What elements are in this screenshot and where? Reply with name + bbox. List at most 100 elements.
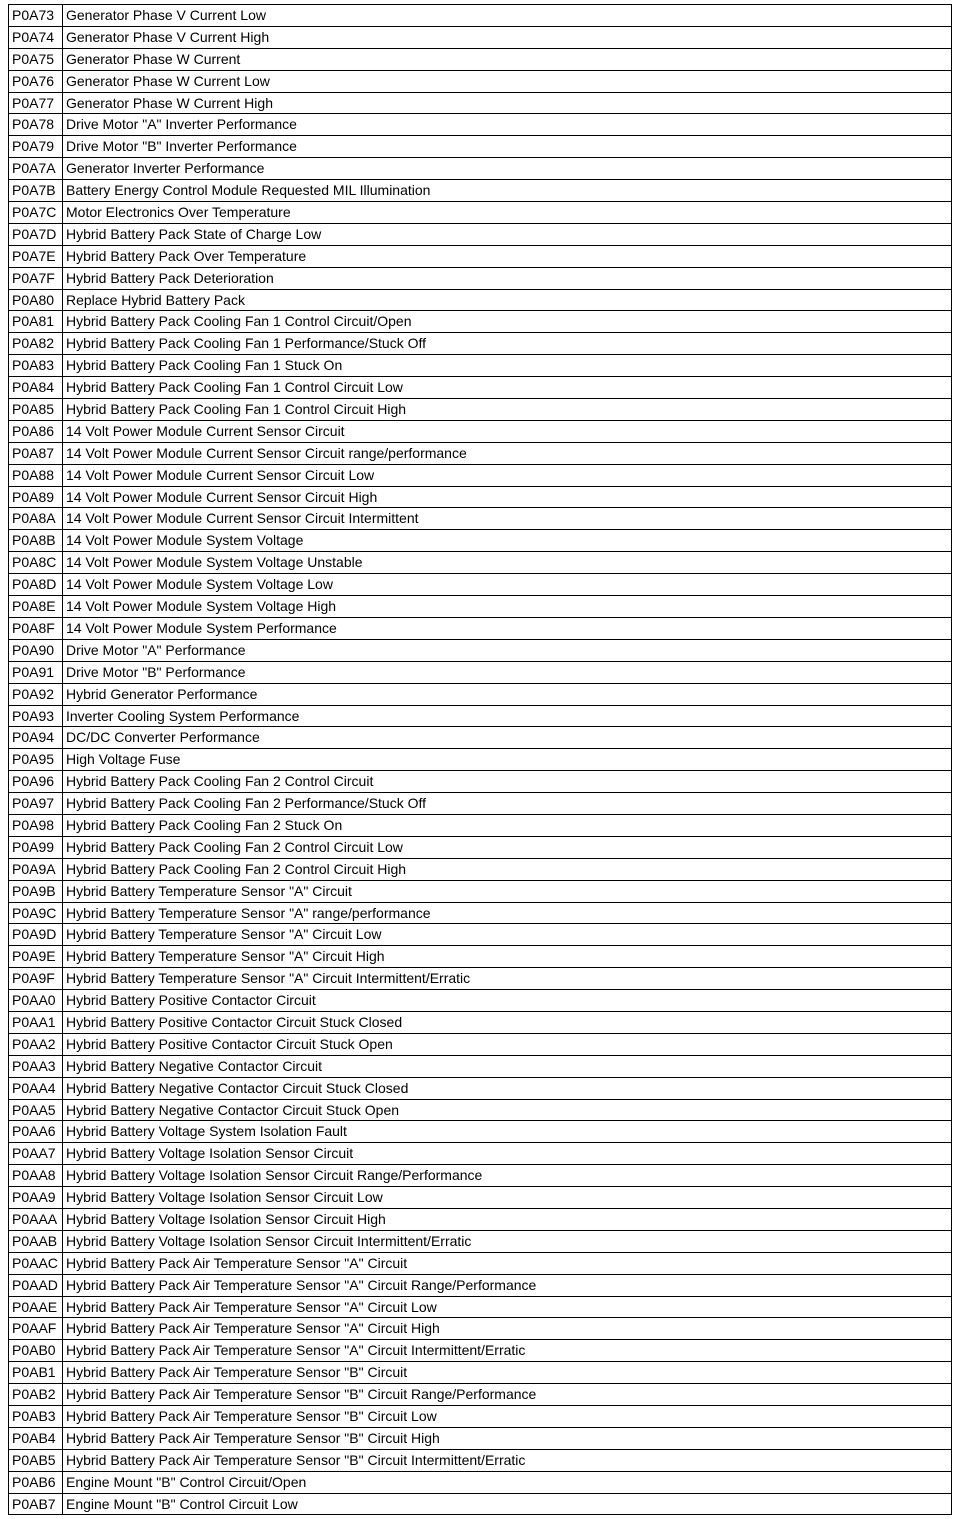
dtc-description: Hybrid Battery Voltage Isolation Sensor …	[63, 1165, 952, 1187]
dtc-description: Hybrid Battery Voltage Isolation Sensor …	[63, 1208, 952, 1230]
dtc-description: Hybrid Battery Voltage Isolation Sensor …	[63, 1187, 952, 1209]
dtc-code: P0A7E	[9, 245, 63, 267]
dtc-code: P0AB0	[9, 1340, 63, 1362]
dtc-code: P0A82	[9, 333, 63, 355]
dtc-code: P0AA4	[9, 1077, 63, 1099]
table-row: P0A81Hybrid Battery Pack Cooling Fan 1 C…	[9, 311, 952, 333]
table-row: P0A9AHybrid Battery Pack Cooling Fan 2 C…	[9, 858, 952, 880]
dtc-code: P0A7A	[9, 158, 63, 180]
dtc-code: P0AAE	[9, 1296, 63, 1318]
table-row: P0A7BBattery Energy Control Module Reque…	[9, 180, 952, 202]
dtc-description: Hybrid Battery Temperature Sensor "A" Ci…	[63, 880, 952, 902]
table-row: P0AA0Hybrid Battery Positive Contactor C…	[9, 990, 952, 1012]
dtc-code: P0A93	[9, 705, 63, 727]
table-row: P0AABHybrid Battery Voltage Isolation Se…	[9, 1230, 952, 1252]
table-row: P0A74Generator Phase V Current High	[9, 26, 952, 48]
dtc-description: Hybrid Generator Performance	[63, 683, 952, 705]
table-row: P0A7EHybrid Battery Pack Over Temperatur…	[9, 245, 952, 267]
dtc-code: P0A9A	[9, 858, 63, 880]
dtc-code: P0AA0	[9, 990, 63, 1012]
table-row: P0AB1Hybrid Battery Pack Air Temperature…	[9, 1362, 952, 1384]
dtc-code: P0AB1	[9, 1362, 63, 1384]
dtc-code: P0A76	[9, 70, 63, 92]
table-row: P0A91Drive Motor "B" Performance	[9, 661, 952, 683]
table-row: P0AADHybrid Battery Pack Air Temperature…	[9, 1274, 952, 1296]
dtc-code: P0A7B	[9, 180, 63, 202]
dtc-code: P0AAB	[9, 1230, 63, 1252]
dtc-description: Hybrid Battery Positive Contactor Circui…	[63, 1033, 952, 1055]
dtc-description: Hybrid Battery Pack Cooling Fan 2 Stuck …	[63, 814, 952, 836]
dtc-description: Hybrid Battery Pack Air Temperature Sens…	[63, 1274, 952, 1296]
table-row: P0A8C14 Volt Power Module System Voltage…	[9, 552, 952, 574]
table-row: P0AB6Engine Mount "B" Control Circuit/Op…	[9, 1471, 952, 1493]
dtc-description: Hybrid Battery Positive Contactor Circui…	[63, 1011, 952, 1033]
dtc-description: Battery Energy Control Module Requested …	[63, 180, 952, 202]
dtc-code: P0A75	[9, 48, 63, 70]
dtc-code: P0AA2	[9, 1033, 63, 1055]
table-row: P0AB5Hybrid Battery Pack Air Temperature…	[9, 1449, 952, 1471]
table-row: P0A97Hybrid Battery Pack Cooling Fan 2 P…	[9, 793, 952, 815]
table-row: P0AB4Hybrid Battery Pack Air Temperature…	[9, 1427, 952, 1449]
dtc-description: Hybrid Battery Temperature Sensor "A" Ci…	[63, 924, 952, 946]
dtc-code-table: P0A73Generator Phase V Current LowP0A74G…	[8, 4, 952, 1515]
dtc-code: P0AB3	[9, 1406, 63, 1428]
dtc-code: P0AA5	[9, 1099, 63, 1121]
dtc-code: P0AA7	[9, 1143, 63, 1165]
dtc-description: 14 Volt Power Module System Voltage Low	[63, 574, 952, 596]
dtc-description: Hybrid Battery Pack Over Temperature	[63, 245, 952, 267]
dtc-code: P0A96	[9, 771, 63, 793]
dtc-description: Hybrid Battery Pack Cooling Fan 1 Contro…	[63, 377, 952, 399]
table-row: P0AB3Hybrid Battery Pack Air Temperature…	[9, 1406, 952, 1428]
dtc-description: High Voltage Fuse	[63, 749, 952, 771]
dtc-code: P0A89	[9, 486, 63, 508]
dtc-code: P0AAD	[9, 1274, 63, 1296]
table-row: P0A93Inverter Cooling System Performance	[9, 705, 952, 727]
dtc-description: Hybrid Battery Temperature Sensor "A" ra…	[63, 902, 952, 924]
dtc-description: Engine Mount "B" Control Circuit/Open	[63, 1471, 952, 1493]
dtc-description: Hybrid Battery Voltage Isolation Sensor …	[63, 1230, 952, 1252]
dtc-description: Generator Phase W Current	[63, 48, 952, 70]
dtc-description: Hybrid Battery Pack Cooling Fan 2 Contro…	[63, 771, 952, 793]
dtc-code: P0A87	[9, 442, 63, 464]
dtc-description: Hybrid Battery Negative Contactor Circui…	[63, 1055, 952, 1077]
dtc-description: Hybrid Battery Pack Air Temperature Sens…	[63, 1340, 952, 1362]
table-row: P0A7FHybrid Battery Pack Deterioration	[9, 267, 952, 289]
table-row: P0A80Replace Hybrid Battery Pack	[9, 289, 952, 311]
dtc-description: Drive Motor "A" Inverter Performance	[63, 114, 952, 136]
table-row: P0AA6Hybrid Battery Voltage System Isola…	[9, 1121, 952, 1143]
dtc-description: 14 Volt Power Module System Voltage High	[63, 596, 952, 618]
table-row: P0A78Drive Motor "A" Inverter Performanc…	[9, 114, 952, 136]
table-row: P0A75Generator Phase W Current	[9, 48, 952, 70]
dtc-code: P0A88	[9, 464, 63, 486]
dtc-description: Hybrid Battery Pack Air Temperature Sens…	[63, 1427, 952, 1449]
dtc-description: Hybrid Battery Pack Air Temperature Sens…	[63, 1252, 952, 1274]
table-row: P0A8714 Volt Power Module Current Sensor…	[9, 442, 952, 464]
dtc-code: P0A91	[9, 661, 63, 683]
dtc-description: Generator Phase V Current Low	[63, 5, 952, 27]
table-row: P0A8914 Volt Power Module Current Sensor…	[9, 486, 952, 508]
dtc-description: Hybrid Battery Pack Cooling Fan 2 Contro…	[63, 836, 952, 858]
dtc-code: P0AAA	[9, 1208, 63, 1230]
table-row: P0AA9Hybrid Battery Voltage Isolation Se…	[9, 1187, 952, 1209]
dtc-description: Engine Mount "B" Control Circuit Low	[63, 1493, 952, 1515]
dtc-description: Drive Motor "B" Performance	[63, 661, 952, 683]
table-row: P0A76Generator Phase W Current Low	[9, 70, 952, 92]
dtc-description: Hybrid Battery Negative Contactor Circui…	[63, 1099, 952, 1121]
dtc-description: Inverter Cooling System Performance	[63, 705, 952, 727]
dtc-code: P0AB5	[9, 1449, 63, 1471]
dtc-description: 14 Volt Power Module Current Sensor Circ…	[63, 420, 952, 442]
dtc-code: P0AA3	[9, 1055, 63, 1077]
table-row: P0A92Hybrid Generator Performance	[9, 683, 952, 705]
dtc-description: Hybrid Battery Pack Cooling Fan 1 Contro…	[63, 311, 952, 333]
dtc-code: P0A99	[9, 836, 63, 858]
dtc-code: P0A80	[9, 289, 63, 311]
table-row: P0A98Hybrid Battery Pack Cooling Fan 2 S…	[9, 814, 952, 836]
dtc-description: 14 Volt Power Module System Voltage Unst…	[63, 552, 952, 574]
table-row: P0AA2Hybrid Battery Positive Contactor C…	[9, 1033, 952, 1055]
table-row: P0A85Hybrid Battery Pack Cooling Fan 1 C…	[9, 399, 952, 421]
dtc-description: Hybrid Battery Negative Contactor Circui…	[63, 1077, 952, 1099]
table-row: P0AACHybrid Battery Pack Air Temperature…	[9, 1252, 952, 1274]
dtc-code: P0A8E	[9, 596, 63, 618]
dtc-description: Drive Motor "A" Performance	[63, 639, 952, 661]
dtc-description: Generator Phase W Current Low	[63, 70, 952, 92]
